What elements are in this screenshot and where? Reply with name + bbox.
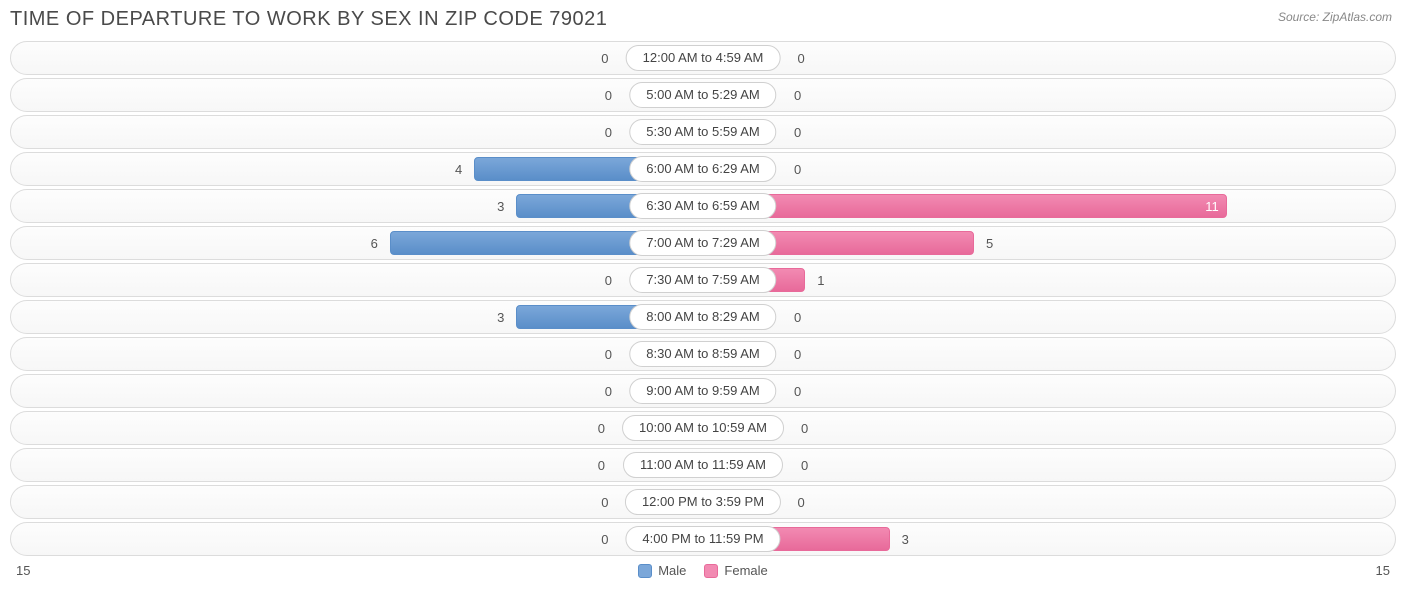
male-value: 4: [447, 162, 470, 177]
chart-row: 0 0 9:00 AM to 9:59 AM: [10, 374, 1396, 408]
female-value: 0: [786, 347, 809, 362]
row-category-label: 5:30 AM to 5:59 AM: [629, 119, 776, 145]
female-value: 0: [786, 384, 809, 399]
row-category-label: 10:00 AM to 10:59 AM: [622, 415, 784, 441]
female-value: 0: [793, 458, 816, 473]
male-value: 0: [597, 125, 620, 140]
legend-female: Female: [704, 563, 767, 578]
row-category-label: 6:30 AM to 6:59 AM: [629, 193, 776, 219]
female-value: 3: [894, 532, 917, 547]
chart-row: 6 5 7:00 AM to 7:29 AM: [10, 226, 1396, 260]
female-value: 0: [793, 421, 816, 436]
axis-left-max: 15: [16, 563, 30, 578]
male-value: 0: [593, 51, 616, 66]
female-value: 1: [809, 273, 832, 288]
axis-right-max: 15: [1376, 563, 1390, 578]
chart-area: 0 0 12:00 AM to 4:59 AM 0 0 5:00 AM to 5:29 A…: [10, 41, 1396, 556]
female-value: 11: [1197, 199, 1227, 214]
chart-row: 0 0 11:00 AM to 11:59 AM: [10, 448, 1396, 482]
male-value: 0: [597, 384, 620, 399]
chart-row: 0 0 8:30 AM to 8:59 AM: [10, 337, 1396, 371]
male-value: 0: [597, 347, 620, 362]
male-value: 0: [590, 421, 613, 436]
row-category-label: 12:00 PM to 3:59 PM: [625, 489, 781, 515]
row-category-label: 5:00 AM to 5:29 AM: [629, 82, 776, 108]
male-swatch-icon: [638, 564, 652, 578]
row-category-label: 4:00 PM to 11:59 PM: [625, 526, 780, 552]
row-category-label: 6:00 AM to 6:29 AM: [629, 156, 776, 182]
chart-row: 0 0 10:00 AM to 10:59 AM: [10, 411, 1396, 445]
female-swatch-icon: [704, 564, 718, 578]
male-value: 6: [363, 236, 386, 251]
legend-male-label: Male: [658, 563, 686, 578]
row-category-label: 12:00 AM to 4:59 AM: [626, 45, 781, 71]
chart-row: 4 0 6:00 AM to 6:29 AM: [10, 152, 1396, 186]
source-attribution: Source: ZipAtlas.com: [1278, 10, 1392, 24]
male-value: 0: [593, 532, 616, 547]
chart-row: 3 0 8:00 AM to 8:29 AM: [10, 300, 1396, 334]
legend-male: Male: [638, 563, 686, 578]
chart-row: 0 0 12:00 AM to 4:59 AM: [10, 41, 1396, 75]
chart-row: 3 11 6:30 AM to 6:59 AM: [10, 189, 1396, 223]
female-value: 0: [790, 51, 813, 66]
row-category-label: 8:30 AM to 8:59 AM: [629, 341, 776, 367]
female-value: 0: [786, 162, 809, 177]
male-value: 0: [597, 273, 620, 288]
male-value: 3: [489, 199, 512, 214]
male-value: 0: [590, 458, 613, 473]
chart-footer: 15 Male Female 15: [10, 559, 1396, 578]
chart-row: 0 0 5:00 AM to 5:29 AM: [10, 78, 1396, 112]
chart-title: TIME OF DEPARTURE TO WORK BY SEX IN ZIP …: [10, 8, 1396, 31]
female-value: 0: [786, 88, 809, 103]
row-category-label: 7:00 AM to 7:29 AM: [629, 230, 776, 256]
female-value: 0: [790, 495, 813, 510]
row-category-label: 8:00 AM to 8:29 AM: [629, 304, 776, 330]
legend-female-label: Female: [724, 563, 767, 578]
male-value: 0: [597, 88, 620, 103]
chart-row: 0 0 5:30 AM to 5:59 AM: [10, 115, 1396, 149]
female-value: 0: [786, 125, 809, 140]
chart-row: 0 1 7:30 AM to 7:59 AM: [10, 263, 1396, 297]
row-category-label: 7:30 AM to 7:59 AM: [629, 267, 776, 293]
female-bar: [703, 194, 1227, 218]
male-value: 3: [489, 310, 512, 325]
female-value: 5: [978, 236, 1001, 251]
legend: Male Female: [638, 563, 768, 578]
chart-row: 0 3 4:00 PM to 11:59 PM: [10, 522, 1396, 556]
chart-row: 0 0 12:00 PM to 3:59 PM: [10, 485, 1396, 519]
male-value: 0: [593, 495, 616, 510]
row-category-label: 9:00 AM to 9:59 AM: [629, 378, 776, 404]
row-category-label: 11:00 AM to 11:59 AM: [623, 452, 783, 478]
female-value: 0: [786, 310, 809, 325]
